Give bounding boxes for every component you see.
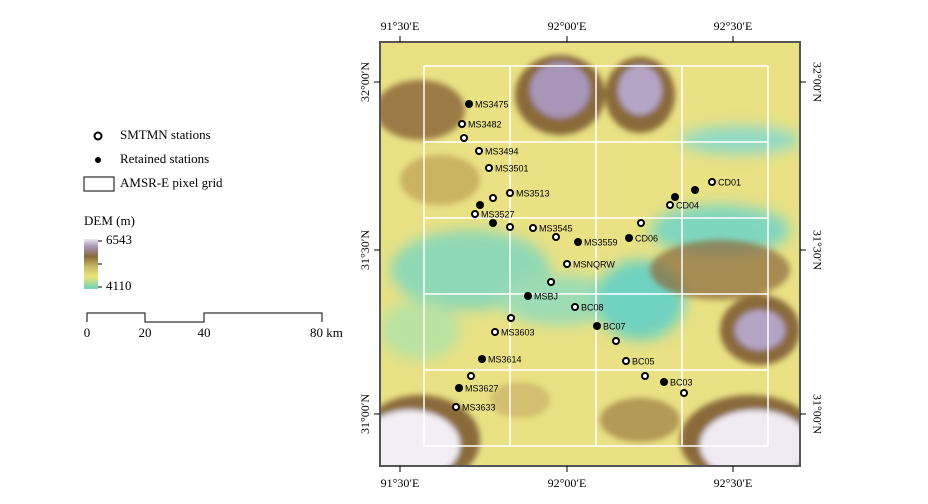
station xyxy=(622,357,630,365)
left-lat-label: 31°00′N xyxy=(358,394,372,434)
bottom-lon-label: 92°30′E xyxy=(714,476,753,490)
retained-station xyxy=(691,186,699,194)
station xyxy=(485,164,493,172)
scale-label: 40 xyxy=(198,325,211,340)
retained-station xyxy=(660,378,668,386)
station xyxy=(506,189,514,197)
station xyxy=(666,201,674,209)
station xyxy=(641,372,649,380)
left-lat-label: 32°00′N xyxy=(358,62,372,102)
station xyxy=(506,223,514,231)
station-label: MS3501 xyxy=(495,163,529,173)
station xyxy=(637,219,645,227)
terrain xyxy=(380,42,800,466)
station-label: MS3633 xyxy=(462,402,496,412)
retained-station xyxy=(593,322,601,330)
stations: MS3475 MS3482 MS3494 MS3501 MS3513 MS3527 MS35… xyxy=(452,99,741,412)
legend-label: SMTMN stations xyxy=(120,127,211,142)
station-label: MS3527 xyxy=(481,209,515,219)
station xyxy=(471,210,479,218)
station-label: MS3494 xyxy=(485,146,519,156)
station-label: MS3559 xyxy=(584,237,618,247)
retained-station xyxy=(671,193,679,201)
legend-open-marker xyxy=(93,131,103,141)
station-label: MSNQRW xyxy=(573,259,615,269)
station xyxy=(571,303,579,311)
station xyxy=(680,389,688,397)
bottom-lon-label: 92°00′E xyxy=(548,476,587,490)
station xyxy=(708,178,716,186)
right-lat-label: 31°30′N xyxy=(810,230,824,270)
left-lat-label: 31°30′N xyxy=(358,230,372,270)
retained-station xyxy=(465,100,473,108)
station xyxy=(529,224,537,232)
station-label: MS3603 xyxy=(501,327,535,337)
right-lat-label: 32°00′N xyxy=(810,62,824,102)
station xyxy=(507,314,515,322)
station xyxy=(563,260,571,268)
top-lon-label: 92°30′E xyxy=(714,19,753,33)
scale-label: 0 xyxy=(84,325,91,340)
dem-title: DEM (m) xyxy=(84,213,135,228)
station xyxy=(552,233,560,241)
station-label: BC05 xyxy=(632,356,655,366)
map-frame xyxy=(379,41,801,467)
legend-grid-swatch xyxy=(83,176,115,192)
station-label: MS3475 xyxy=(475,99,509,109)
bottom-lon-label: 91°30′E xyxy=(381,476,420,490)
top-lon-label: 91°30′E xyxy=(381,19,420,33)
station-label: CD04 xyxy=(676,200,699,210)
pixel-grid xyxy=(423,65,769,447)
legend-label: Retained stations xyxy=(120,151,209,166)
frame-ticks xyxy=(374,36,806,472)
station-label: MS3614 xyxy=(488,354,522,364)
station xyxy=(491,328,499,336)
retained-station xyxy=(574,238,582,246)
scale-bar xyxy=(86,312,323,323)
retained-station xyxy=(478,355,486,363)
station-label: CD06 xyxy=(635,233,658,243)
right-lat-label: 31°00′N xyxy=(810,394,824,434)
station-label: MS3627 xyxy=(465,383,499,393)
station-label: MS3513 xyxy=(516,188,550,198)
station xyxy=(612,337,620,345)
station xyxy=(458,120,466,128)
retained-station xyxy=(489,219,497,227)
top-lon-label: 92°00′E xyxy=(548,19,587,33)
dem-max-label: 6543 xyxy=(106,232,132,247)
legend-filled-marker xyxy=(95,157,101,163)
dem-min-label: 4110 xyxy=(106,278,132,293)
retained-station xyxy=(625,234,633,242)
dem-colorbar xyxy=(84,239,98,289)
station-label: MSBJ xyxy=(534,291,558,301)
retained-station xyxy=(476,201,484,209)
station xyxy=(452,403,460,411)
station-label: BC03 xyxy=(670,377,693,387)
retained-station xyxy=(455,384,463,392)
station xyxy=(489,194,497,202)
scale-label: 80 km xyxy=(310,325,343,340)
station xyxy=(460,134,468,142)
station xyxy=(467,372,475,380)
station xyxy=(547,278,555,286)
scale-label: 20 xyxy=(139,325,152,340)
station-label: CD01 xyxy=(718,177,741,187)
legend-label: AMSR-E pixel grid xyxy=(120,175,223,190)
station-label: MS3545 xyxy=(539,223,573,233)
retained-station xyxy=(524,292,532,300)
station-label: BC08 xyxy=(581,302,604,312)
station xyxy=(475,147,483,155)
station-label: BC07 xyxy=(603,321,626,331)
station-label: MS3482 xyxy=(468,119,502,129)
